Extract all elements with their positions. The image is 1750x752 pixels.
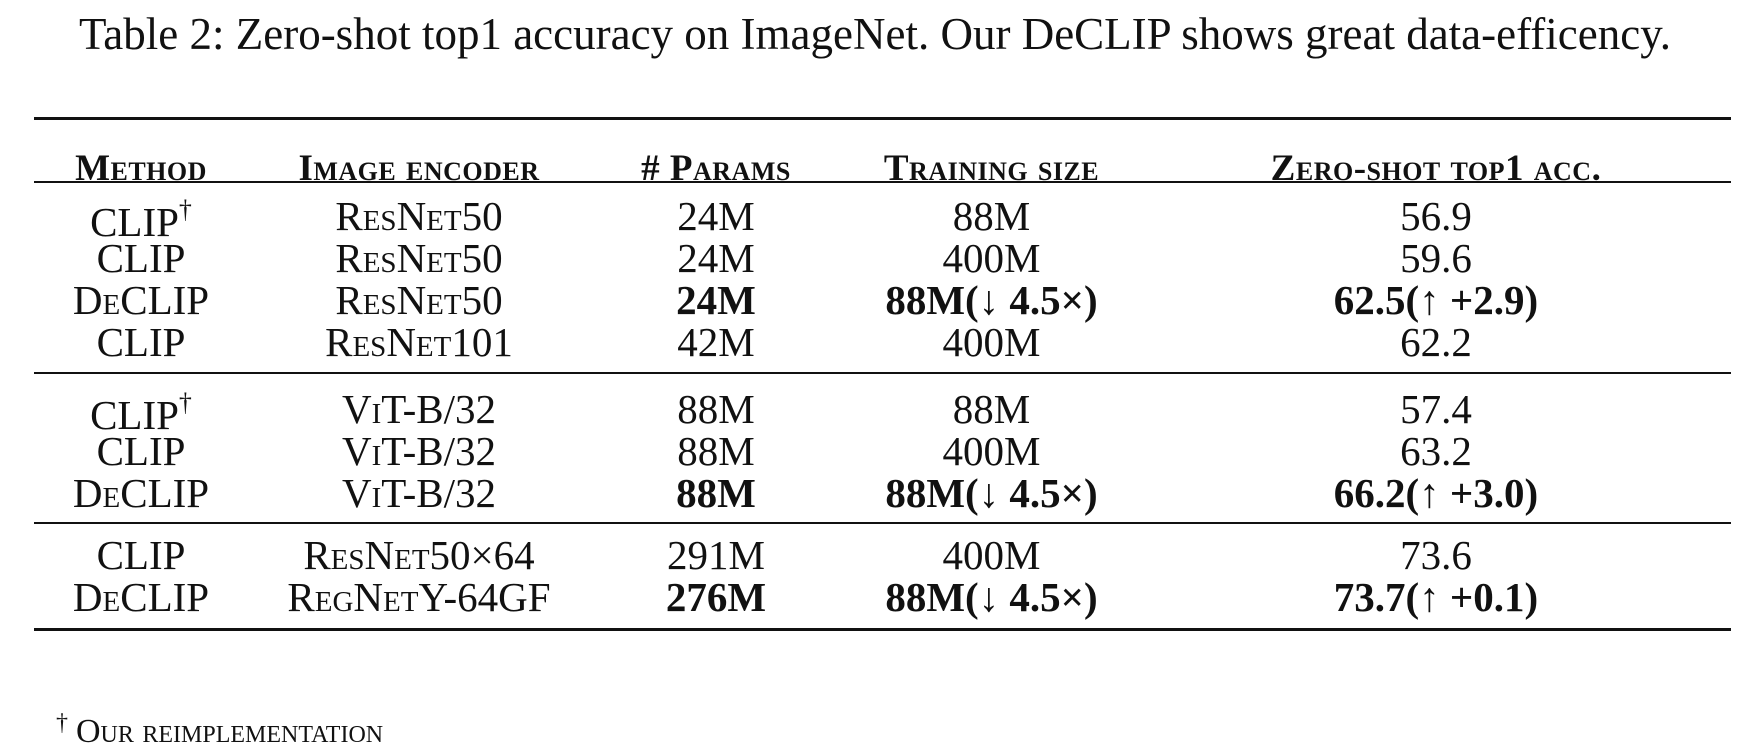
table-row: DeCLIP ResNet50 24M 88M(↓ 4.5×) 62.5(↑ +…: [34, 277, 1731, 323]
method-name: DeCLIP: [72, 574, 210, 620]
header-params: # Params: [641, 148, 791, 189]
image-encoder-cell: ResNet50: [335, 193, 503, 239]
params-cell: 88M: [677, 386, 755, 432]
table-row: DeCLIP ViT-B/32 88M 88M(↓ 4.5×) 66.2(↑ +…: [34, 470, 1731, 516]
table-row: CLIP ViT-B/32 88M 400M 63.2: [34, 428, 1731, 474]
params-cell: 88M: [676, 470, 756, 516]
image-encoder-cell: ResNet101: [325, 319, 513, 365]
params-cell: 24M: [677, 193, 755, 239]
accuracy-cell: 62.2: [1400, 319, 1472, 365]
footnote-mark: †: [56, 710, 68, 736]
table-row: DeCLIP RegNetY-64GF 276M 88M(↓ 4.5×) 73.…: [34, 574, 1731, 620]
accuracy-cell: 73.7(↑ +0.1): [1333, 574, 1539, 620]
reimplementation-mark: †: [178, 195, 192, 224]
method-name: CLIP: [90, 392, 179, 438]
image-encoder-cell: ViT-B/32: [342, 386, 496, 432]
accuracy-cell: 62.5(↑ +2.9): [1333, 277, 1539, 323]
image-encoder-cell: RegNetY-64GF: [287, 574, 551, 620]
accuracy-cell: 63.2: [1400, 428, 1472, 474]
header-zero-shot-accuracy: Zero-shot top1 acc.: [1270, 148, 1602, 189]
reimplementation-mark: †: [178, 388, 192, 417]
method-name: CLIP: [96, 235, 186, 281]
training-size-cell: 400M: [942, 428, 1041, 474]
method-cell: CLIP: [34, 532, 248, 578]
training-size-cell: 88M(↓ 4.5×): [885, 277, 1098, 323]
method-cell: CLIP: [34, 235, 248, 281]
table-row: CLIP ResNet50 24M 400M 59.6: [34, 235, 1731, 281]
method-cell: DeCLIP: [34, 277, 248, 323]
table-header: Method Image encoder # Params Training s…: [34, 138, 1731, 200]
params-cell: 24M: [676, 277, 756, 323]
method-name: DeCLIP: [72, 277, 210, 323]
table-row: CLIP ResNet101 42M 400M 62.2: [34, 319, 1731, 365]
accuracy-cell: 59.6: [1400, 235, 1472, 281]
image-encoder-cell: ResNet50: [335, 235, 503, 281]
method-name: CLIP: [96, 532, 186, 578]
group-rule: [34, 522, 1731, 524]
training-size-cell: 400M: [942, 532, 1041, 578]
table-caption: Table 2: Zero-shot top1 accuracy on Imag…: [78, 9, 1672, 59]
header-training-size: Training size: [883, 148, 1100, 189]
params-cell: 42M: [677, 319, 755, 365]
header-method: Method: [75, 148, 207, 189]
params-cell: 24M: [677, 235, 755, 281]
method-name: CLIP: [96, 319, 186, 365]
method-cell: CLIP†: [34, 187, 248, 245]
top-rule: [34, 117, 1731, 120]
header-image-encoder: Image encoder: [298, 148, 540, 189]
training-size-cell: 88M(↓ 4.5×): [885, 574, 1098, 620]
method-cell: DeCLIP: [34, 574, 248, 620]
method-name: CLIP: [90, 199, 179, 245]
training-size-cell: 400M: [942, 319, 1041, 365]
training-size-cell: 88M: [952, 386, 1031, 432]
accuracy-cell: 73.6: [1400, 532, 1472, 578]
image-encoder-cell: ViT-B/32: [342, 428, 496, 474]
training-size-cell: 88M(↓ 4.5×): [885, 470, 1098, 516]
params-cell: 88M: [677, 428, 755, 474]
bottom-rule: [34, 628, 1731, 631]
accuracy-cell: 57.4: [1400, 386, 1472, 432]
table-row: CLIP† ResNet50 24M 88M 56.9: [34, 193, 1731, 245]
table-row: CLIP ResNet50×64 291M 400M 73.6: [34, 532, 1731, 578]
method-cell: DeCLIP: [34, 470, 248, 516]
footnote-text: Our reimplementation: [76, 713, 384, 750]
image-encoder-cell: ViT-B/32: [342, 470, 496, 516]
method-cell: CLIP: [34, 319, 248, 365]
table-footnote: † Our reimplementation: [56, 703, 383, 752]
accuracy-cell: 56.9: [1400, 193, 1472, 239]
method-cell: CLIP: [34, 428, 248, 474]
accuracy-cell: 66.2(↑ +3.0): [1333, 470, 1539, 516]
image-encoder-cell: ResNet50×64: [303, 532, 535, 578]
training-size-cell: 400M: [942, 235, 1041, 281]
method-name: CLIP: [96, 428, 186, 474]
method-name: DeCLIP: [72, 470, 210, 516]
header-rule: [34, 181, 1731, 183]
params-cell: 276M: [665, 574, 767, 620]
table-row: CLIP† ViT-B/32 88M 88M 57.4: [34, 386, 1731, 438]
group-rule: [34, 372, 1731, 374]
method-cell: CLIP†: [34, 380, 248, 438]
params-cell: 291M: [667, 532, 765, 578]
image-encoder-cell: ResNet50: [335, 277, 503, 323]
training-size-cell: 88M: [952, 193, 1031, 239]
